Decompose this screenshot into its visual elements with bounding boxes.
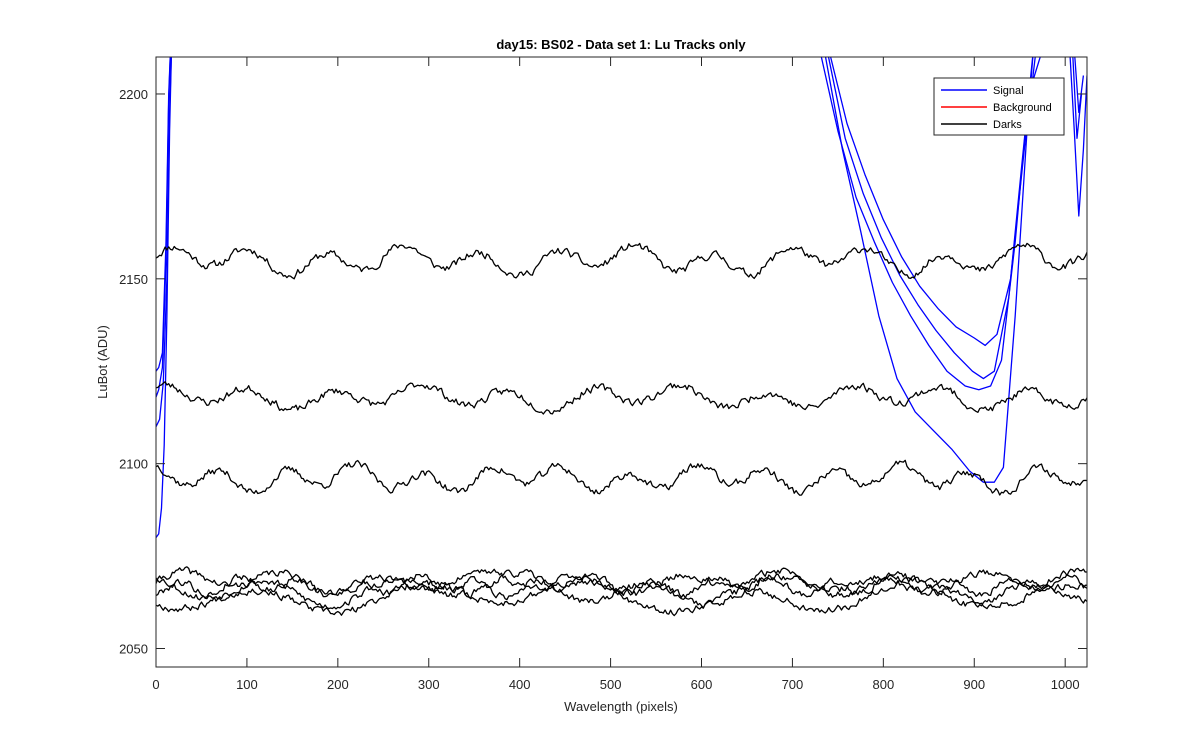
axis-layer: 0 100 200 300 400 500 600 700 800 900 1000 2050 2100… [119, 57, 1087, 692]
series-line-darks-4 [156, 242, 1087, 280]
legend-label-signal: Signal [993, 85, 1024, 97]
x-tick-label: 0 [152, 677, 159, 692]
x-tick-label: 1000 [1051, 677, 1080, 692]
x-tick-label: 500 [600, 677, 622, 692]
x-tick-label: 100 [236, 677, 258, 692]
series-line-darks-6 [156, 459, 1087, 496]
series-line-darks-7 [156, 566, 1087, 597]
y-tick-label: 2100 [119, 457, 148, 472]
x-tick-label: 200 [327, 677, 349, 692]
y-tick-label: 2200 [119, 87, 148, 102]
x-tick-label: 600 [691, 677, 713, 692]
legend-label-darks: Darks [993, 119, 1022, 131]
series-line-darks-8 [156, 568, 1087, 610]
plot-frame [155, 56, 1088, 668]
x-tick-label: 300 [418, 677, 440, 692]
x-tick-label: 800 [872, 677, 894, 692]
plot-area [156, 57, 1087, 667]
x-tick-label: 700 [782, 677, 804, 692]
chart-title: day15: BS02 - Data set 1: Lu Tracks only [496, 37, 746, 52]
series-line-darks-10 [156, 572, 1087, 601]
legend: Signal Background Darks [933, 77, 1065, 136]
series-line-signal-1 [156, 57, 1034, 483]
series-line-darks-9 [156, 576, 1087, 617]
legend-label-background: Background [993, 102, 1052, 114]
y-tick-label: 2050 [119, 642, 148, 657]
series-line-darks-5 [156, 381, 1087, 415]
y-tick-label: 2150 [119, 272, 148, 287]
x-tick-label: 400 [509, 677, 531, 692]
x-axis-title: Wavelength (pixels) [564, 699, 678, 714]
y-axis-title: LuBot (ADU) [95, 325, 110, 399]
x-tick-label: 900 [963, 677, 985, 692]
